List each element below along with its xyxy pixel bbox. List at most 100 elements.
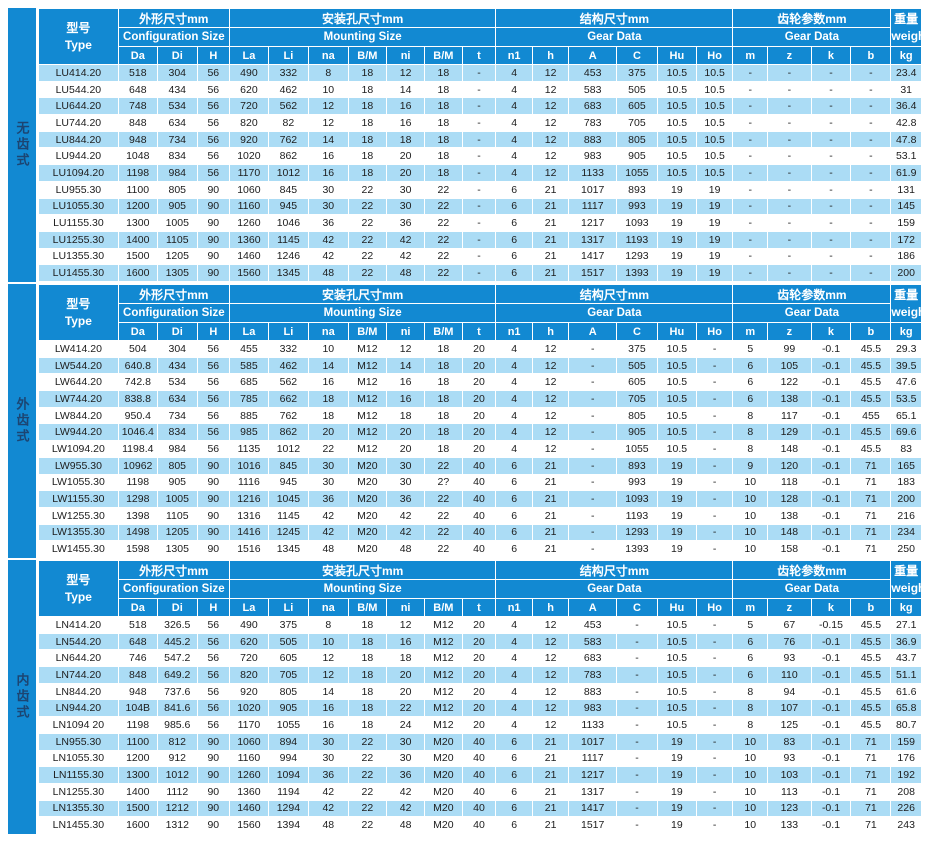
value-cell: 113 [768, 783, 811, 800]
value-cell: 1117 [569, 750, 617, 767]
value-cell: 40 [462, 783, 496, 800]
value-cell: 1160 [229, 198, 268, 215]
value-cell: - [462, 115, 496, 131]
table-row: LU544.20 648 434 56 620 462 10 18 14 18-4 12 583 505… [39, 81, 921, 98]
value-cell: 71 [851, 767, 891, 783]
value-cell: 40 [462, 491, 496, 507]
value-cell: 90 [197, 541, 229, 557]
value-cell: 131 [891, 181, 921, 198]
weight-column-header-zh: 重量 [894, 564, 919, 579]
table-row: LN944.20 104B 841.6 56 1020 905 16 18 22 M12 20 4 12… [39, 700, 921, 717]
value-cell: - [696, 667, 733, 683]
value-cell: - [696, 474, 733, 491]
table-row: LW844.20 950.4 734 56 885 762 18 M12 18 18 20 4 12-8… [39, 407, 921, 424]
table-row: LU1355.30 1500 1205 90 1460 1246 42 22 42 22-6 21 1… [39, 248, 921, 265]
value-cell: 805 [157, 181, 197, 198]
value-cell: 122 [768, 374, 811, 391]
table-row: LW1355.30 1498 1205 90 1416 1245 42 M20 42 22 40 6 2… [39, 524, 921, 541]
value-cell: 56 [197, 650, 229, 667]
value-cell: 848 [118, 115, 157, 131]
value-cell: - [811, 65, 851, 81]
value-cell: 22 [425, 181, 462, 198]
value-cell: - [811, 231, 851, 248]
value-cell: -0.1 [811, 441, 851, 457]
table-row: LN1155.30 1300 1012 90 1260 1094 36 22 36 M20 40 6 2… [39, 767, 921, 783]
value-cell: 883 [569, 683, 617, 700]
table-row: LU1055.30 1200 905 90 1160 945 30 22 30 22-6 21 111… [39, 198, 921, 215]
value-cell: 22 [348, 231, 386, 248]
value-cell: M12 [348, 341, 386, 357]
value-cell: 56 [197, 633, 229, 650]
value-cell: 4 [496, 115, 532, 131]
value-cell: 186 [891, 248, 921, 265]
col-header-A: A [569, 599, 617, 616]
value-cell: 845 [268, 181, 308, 198]
value-cell: 47.6 [891, 374, 921, 391]
col-header-BM-inner: B/M [425, 47, 462, 64]
value-cell: 30 [308, 457, 348, 474]
value-cell: 45.5 [851, 700, 891, 717]
value-cell: 1055 [617, 165, 657, 181]
value-cell: - [768, 181, 811, 198]
value-cell: - [617, 783, 657, 800]
value-cell: -0.1 [811, 474, 851, 491]
value-cell: 375 [617, 65, 657, 81]
value-cell: 42 [308, 783, 348, 800]
group-header-configuration-size-en: Configuration Size [118, 580, 229, 598]
value-cell: 42.8 [891, 115, 921, 131]
value-cell: - [768, 215, 811, 231]
value-cell: 785 [229, 391, 268, 407]
value-cell: - [768, 198, 811, 215]
col-header-BM-outer: B/M [348, 47, 386, 64]
value-cell: 56 [197, 341, 229, 357]
value-cell: 42 [386, 800, 425, 817]
value-cell: 4 [496, 424, 532, 441]
value-cell: 22 [425, 507, 462, 524]
value-cell: 1005 [157, 215, 197, 231]
group-header-structure-size-zh: 结构尺寸mm [496, 285, 733, 303]
value-cell: 10.5 [657, 407, 696, 424]
col-header-A: A [569, 47, 617, 64]
value-cell: 10 [733, 541, 768, 557]
value-cell: - [811, 98, 851, 115]
value-cell: 90 [197, 181, 229, 198]
table-row: LU414.20 518 304 56 490 332 8 18 12 18-4 12 453 375 1… [39, 65, 921, 81]
table-row: LN414.20 518 326.5 56 490 375 8 18 12 M12 20 4 12 453… [39, 617, 921, 633]
value-cell: 1170 [229, 165, 268, 181]
value-cell: 12 [532, 424, 569, 441]
value-cell: 65.1 [891, 407, 921, 424]
value-cell: 10962 [118, 457, 157, 474]
value-cell: 12 [532, 165, 569, 181]
value-cell: 1100 [118, 733, 157, 750]
value-cell: 16 [308, 717, 348, 733]
col-header-BM-inner: B/M [425, 599, 462, 616]
value-cell: -0.1 [811, 507, 851, 524]
value-cell: 22 [425, 231, 462, 248]
value-cell: 1160 [229, 750, 268, 767]
value-cell: 148 [768, 524, 811, 541]
value-cell: 22 [308, 441, 348, 457]
value-cell: 20 [462, 341, 496, 357]
value-cell: - [696, 633, 733, 650]
table-row: LU844.20 948 734 56 920 762 14 18 18 18-4 12 883 805… [39, 131, 921, 148]
section-label: 无齿式 [8, 8, 36, 282]
value-cell: M20 [425, 733, 462, 750]
value-cell: 883 [569, 131, 617, 148]
value-cell: - [733, 81, 768, 98]
value-cell: 905 [617, 424, 657, 441]
table-row: LN1355.30 1500 1212 90 1460 1294 42 22 42 M20 40 6 2… [39, 800, 921, 817]
value-cell: 8 [733, 424, 768, 441]
value-cell: 90 [197, 198, 229, 215]
type-cell: LW944.20 [39, 424, 118, 441]
value-cell: 20 [386, 424, 425, 441]
value-cell: 1093 [617, 215, 657, 231]
value-cell: 21 [532, 215, 569, 231]
value-cell: 805 [268, 683, 308, 700]
value-cell: - [462, 98, 496, 115]
value-cell: 30 [386, 181, 425, 198]
value-cell: 1245 [268, 524, 308, 541]
value-cell: 6 [496, 767, 532, 783]
value-cell: 123 [768, 800, 811, 817]
value-cell: 862 [268, 424, 308, 441]
